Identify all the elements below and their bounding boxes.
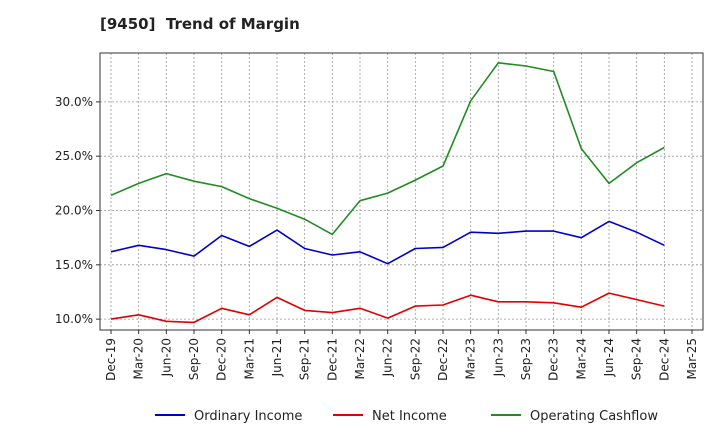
y-tick-label: 20.0%: [55, 204, 93, 218]
x-tick-label: Jun-21: [270, 338, 284, 377]
x-tick-label: Jun-23: [491, 338, 505, 377]
x-tick-label: Sep-21: [298, 338, 312, 380]
x-tick-label: Dec-24: [657, 338, 671, 381]
x-tick-label: Mar-24: [574, 338, 588, 379]
series-line-net-income: [110, 292, 665, 324]
x-tick-label: Sep-23: [519, 338, 533, 380]
series-line-ordinary-income: [110, 220, 665, 265]
x-tick-label: Sep-24: [630, 338, 644, 380]
x-tick-label: Dec-22: [436, 338, 450, 381]
x-tick-label: Mar-25: [685, 338, 699, 379]
x-tick-label: Mar-23: [464, 338, 478, 379]
x-tick-label: Jun-20: [159, 338, 173, 377]
x-tick-label: Sep-20: [187, 338, 201, 380]
plot-border: [99, 52, 704, 331]
x-tick-label: Dec-21: [325, 338, 339, 381]
y-tick-label: 30.0%: [55, 95, 93, 109]
x-tick-label: Dec-19: [104, 338, 118, 381]
legend-label-ordinary-income: Ordinary Income: [194, 409, 302, 424]
plot-area: [100, 53, 703, 330]
x-tick-label: Jun-22: [381, 338, 395, 377]
x-tick-label: Dec-20: [215, 338, 229, 381]
y-tick-label: 10.0%: [55, 312, 93, 326]
x-tick-label: Sep-22: [408, 338, 422, 380]
y-tick-label: 25.0%: [55, 149, 93, 163]
x-tick-label: Jun-24: [602, 338, 616, 377]
chart-title: [9450] Trend of Margin: [100, 15, 300, 33]
x-tick-label: Dec-23: [547, 338, 561, 381]
x-tick-label: Mar-21: [242, 338, 256, 379]
x-tick-label: Mar-20: [132, 338, 146, 379]
series-line-operating-cashflow: [110, 62, 665, 236]
legend-label-operating-cashflow: Operating Cashflow: [530, 409, 658, 424]
legend-label-net-income: Net Income: [372, 409, 447, 424]
x-tick-label: Mar-22: [353, 338, 367, 379]
y-tick-label: 15.0%: [55, 258, 93, 272]
